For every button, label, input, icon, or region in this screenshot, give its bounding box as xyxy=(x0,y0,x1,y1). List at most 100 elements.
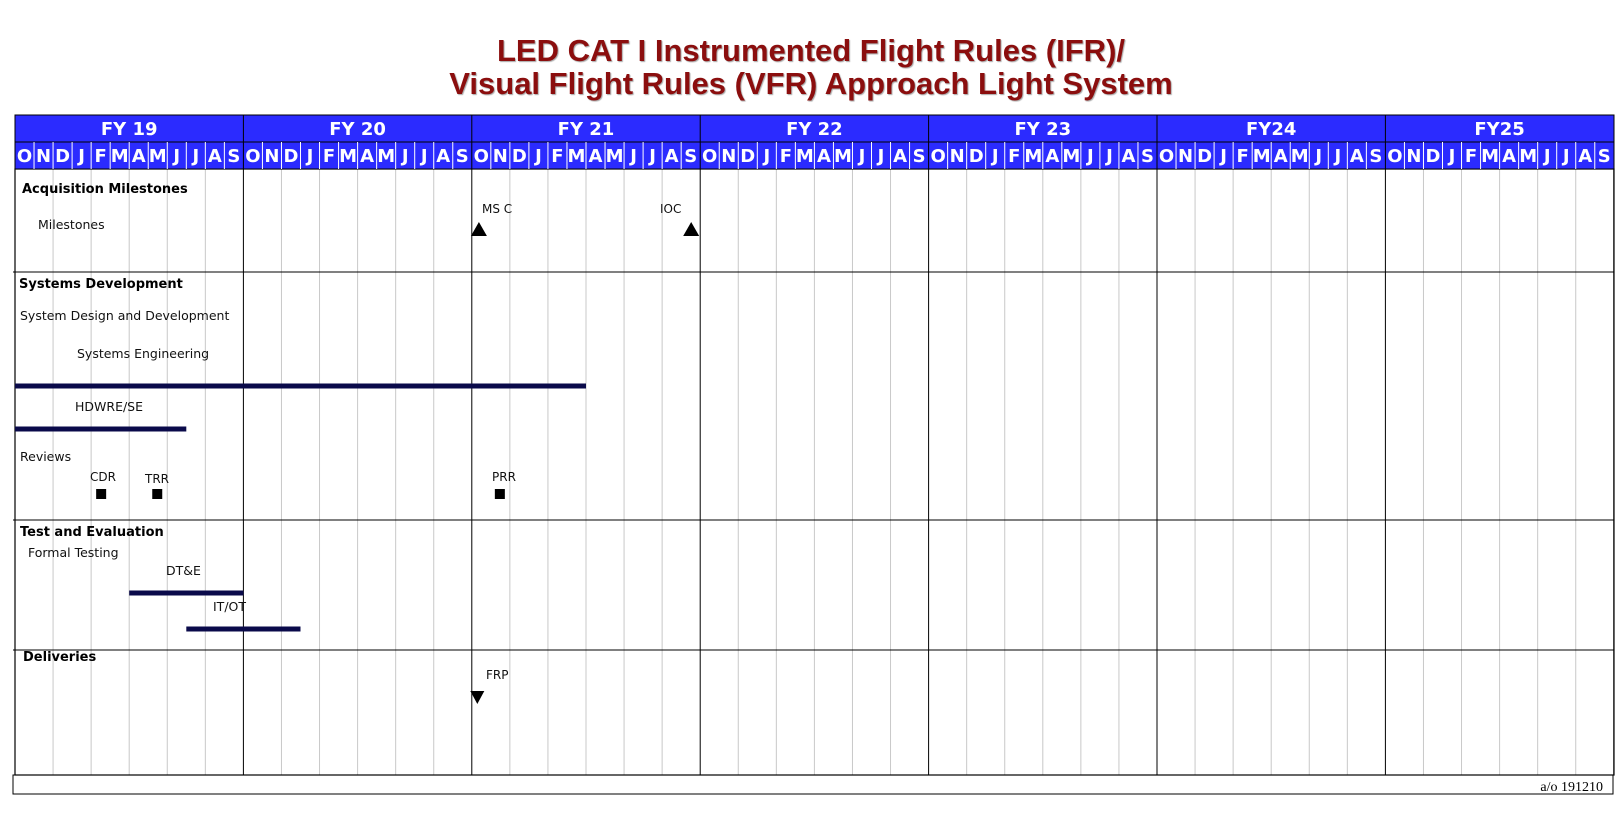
schedule-content xyxy=(15,222,700,704)
month-header-label: N xyxy=(264,146,279,167)
month-header-label: S xyxy=(456,146,469,167)
month-header-label: D xyxy=(512,146,527,167)
chart-title-line-1: LED CAT I Instrumented Flight Rules (IFR… xyxy=(496,33,1126,68)
milestone-marker-prr xyxy=(494,489,505,499)
milestone-marker-ms-c xyxy=(470,222,487,236)
month-header-label: J xyxy=(1561,146,1570,167)
month-header-label: D xyxy=(1426,146,1441,167)
milestone-label-cdr: CDR xyxy=(90,470,116,484)
grid-layer xyxy=(13,168,1615,776)
month-header-label: M xyxy=(1481,146,1499,167)
month-header-label: J xyxy=(1085,146,1094,167)
fy-header-label: FY 19 xyxy=(101,119,158,140)
fy-header-label: FY 20 xyxy=(329,119,386,140)
month-header-label: O xyxy=(17,146,32,167)
month-header-label: D xyxy=(1197,146,1212,167)
row-label-systems-engineering: Systems Engineering xyxy=(77,346,209,361)
month-header-label: N xyxy=(721,146,736,167)
row-label-formal-testing: Formal Testing xyxy=(28,545,119,560)
month-header-label: A xyxy=(817,146,831,167)
month-header-label: D xyxy=(55,146,70,167)
fy-header-label: FY25 xyxy=(1474,119,1524,140)
month-header-label: J xyxy=(400,146,409,167)
milestone-label-prr: PRR xyxy=(492,470,516,484)
month-header-label: M xyxy=(606,146,624,167)
month-header-label: M xyxy=(111,146,129,167)
month-header-label: S xyxy=(913,146,926,167)
month-header-label: J xyxy=(876,146,885,167)
milestone-label-frp: FRP xyxy=(486,668,508,682)
activity-bar xyxy=(186,626,301,632)
row-label-dte: DT&E xyxy=(166,563,201,578)
section-title-systems-development: Systems Development xyxy=(19,277,183,292)
fy-header-label: FY 21 xyxy=(558,119,615,140)
month-header-label: N xyxy=(493,146,508,167)
month-header-label: A xyxy=(665,146,679,167)
month-header-label: A xyxy=(1578,146,1592,167)
milestone-label-ms-c: MS C xyxy=(482,202,512,216)
month-header-label: M xyxy=(796,146,814,167)
row-label-system-design: System Design and Development xyxy=(20,308,229,323)
month-header-label: J xyxy=(1542,146,1551,167)
milestone-marker-trr xyxy=(152,489,163,499)
month-header-label: J xyxy=(628,146,637,167)
fy-header-label: FY24 xyxy=(1246,119,1296,140)
month-header-label: J xyxy=(647,146,656,167)
month-header-label: A xyxy=(360,146,374,167)
month-header-label: F xyxy=(1008,146,1020,167)
activity-bar xyxy=(129,590,244,596)
month-header-label: O xyxy=(245,146,260,167)
row-label-milestones: Milestones xyxy=(38,217,105,232)
activity-bar xyxy=(15,426,187,432)
month-header-label: J xyxy=(1313,146,1322,167)
month-header-label: A xyxy=(132,146,146,167)
month-header-label: N xyxy=(1178,146,1193,167)
month-header-label: J xyxy=(990,146,999,167)
month-header-label: J xyxy=(1218,146,1227,167)
month-header-label: M xyxy=(1253,146,1271,167)
month-header-label: J xyxy=(857,146,866,167)
milestone-marker-ioc xyxy=(683,222,700,236)
month-header-label: D xyxy=(284,146,299,167)
month-header-label: M xyxy=(834,146,852,167)
month-header-label: J xyxy=(419,146,428,167)
month-header-label: S xyxy=(1141,146,1154,167)
month-header-label: J xyxy=(761,146,770,167)
month-header-label: F xyxy=(323,146,335,167)
month-header-label: M xyxy=(339,146,357,167)
month-header-label: O xyxy=(702,146,717,167)
month-header-label: J xyxy=(190,146,199,167)
month-header-label: A xyxy=(1045,146,1059,167)
timeline-header: FY 19O N D J F M A M J J A SFY 20O N D J F M A M J J A SFY 21O… xyxy=(14,114,1615,170)
month-header-label: F xyxy=(1465,146,1477,167)
month-header-label: M xyxy=(377,146,395,167)
footer-box xyxy=(12,774,1614,795)
month-header-label: A xyxy=(1350,146,1364,167)
month-header-label: A xyxy=(893,146,907,167)
section-title-deliveries: Deliveries xyxy=(23,650,96,665)
month-header-label: N xyxy=(1406,146,1421,167)
row-label-reviews: Reviews xyxy=(20,449,71,464)
month-header-label: O xyxy=(1159,146,1174,167)
month-header-label: A xyxy=(1502,146,1516,167)
month-header-label: F xyxy=(551,146,563,167)
milestone-marker-cdr xyxy=(96,489,107,499)
month-header-label: M xyxy=(1291,146,1309,167)
month-header-label: M xyxy=(149,146,167,167)
section-title-acquisition-milestones: Acquisition Milestones xyxy=(22,182,188,197)
month-header-label: S xyxy=(227,146,240,167)
month-header-label: A xyxy=(589,146,603,167)
month-header-label: D xyxy=(740,146,755,167)
month-header-label: M xyxy=(1024,146,1042,167)
month-header-label: S xyxy=(1369,146,1382,167)
month-header-label: A xyxy=(1274,146,1288,167)
month-header-label: J xyxy=(171,146,180,167)
month-header-label: N xyxy=(950,146,965,167)
row-label-it-ot: IT/OT xyxy=(213,599,246,614)
month-header-label: O xyxy=(474,146,489,167)
month-header-label: F xyxy=(95,146,107,167)
fy-header-label: FY 23 xyxy=(1014,119,1071,140)
as-of-date: a/o 191210 xyxy=(1540,780,1603,795)
month-header-label: J xyxy=(533,146,542,167)
